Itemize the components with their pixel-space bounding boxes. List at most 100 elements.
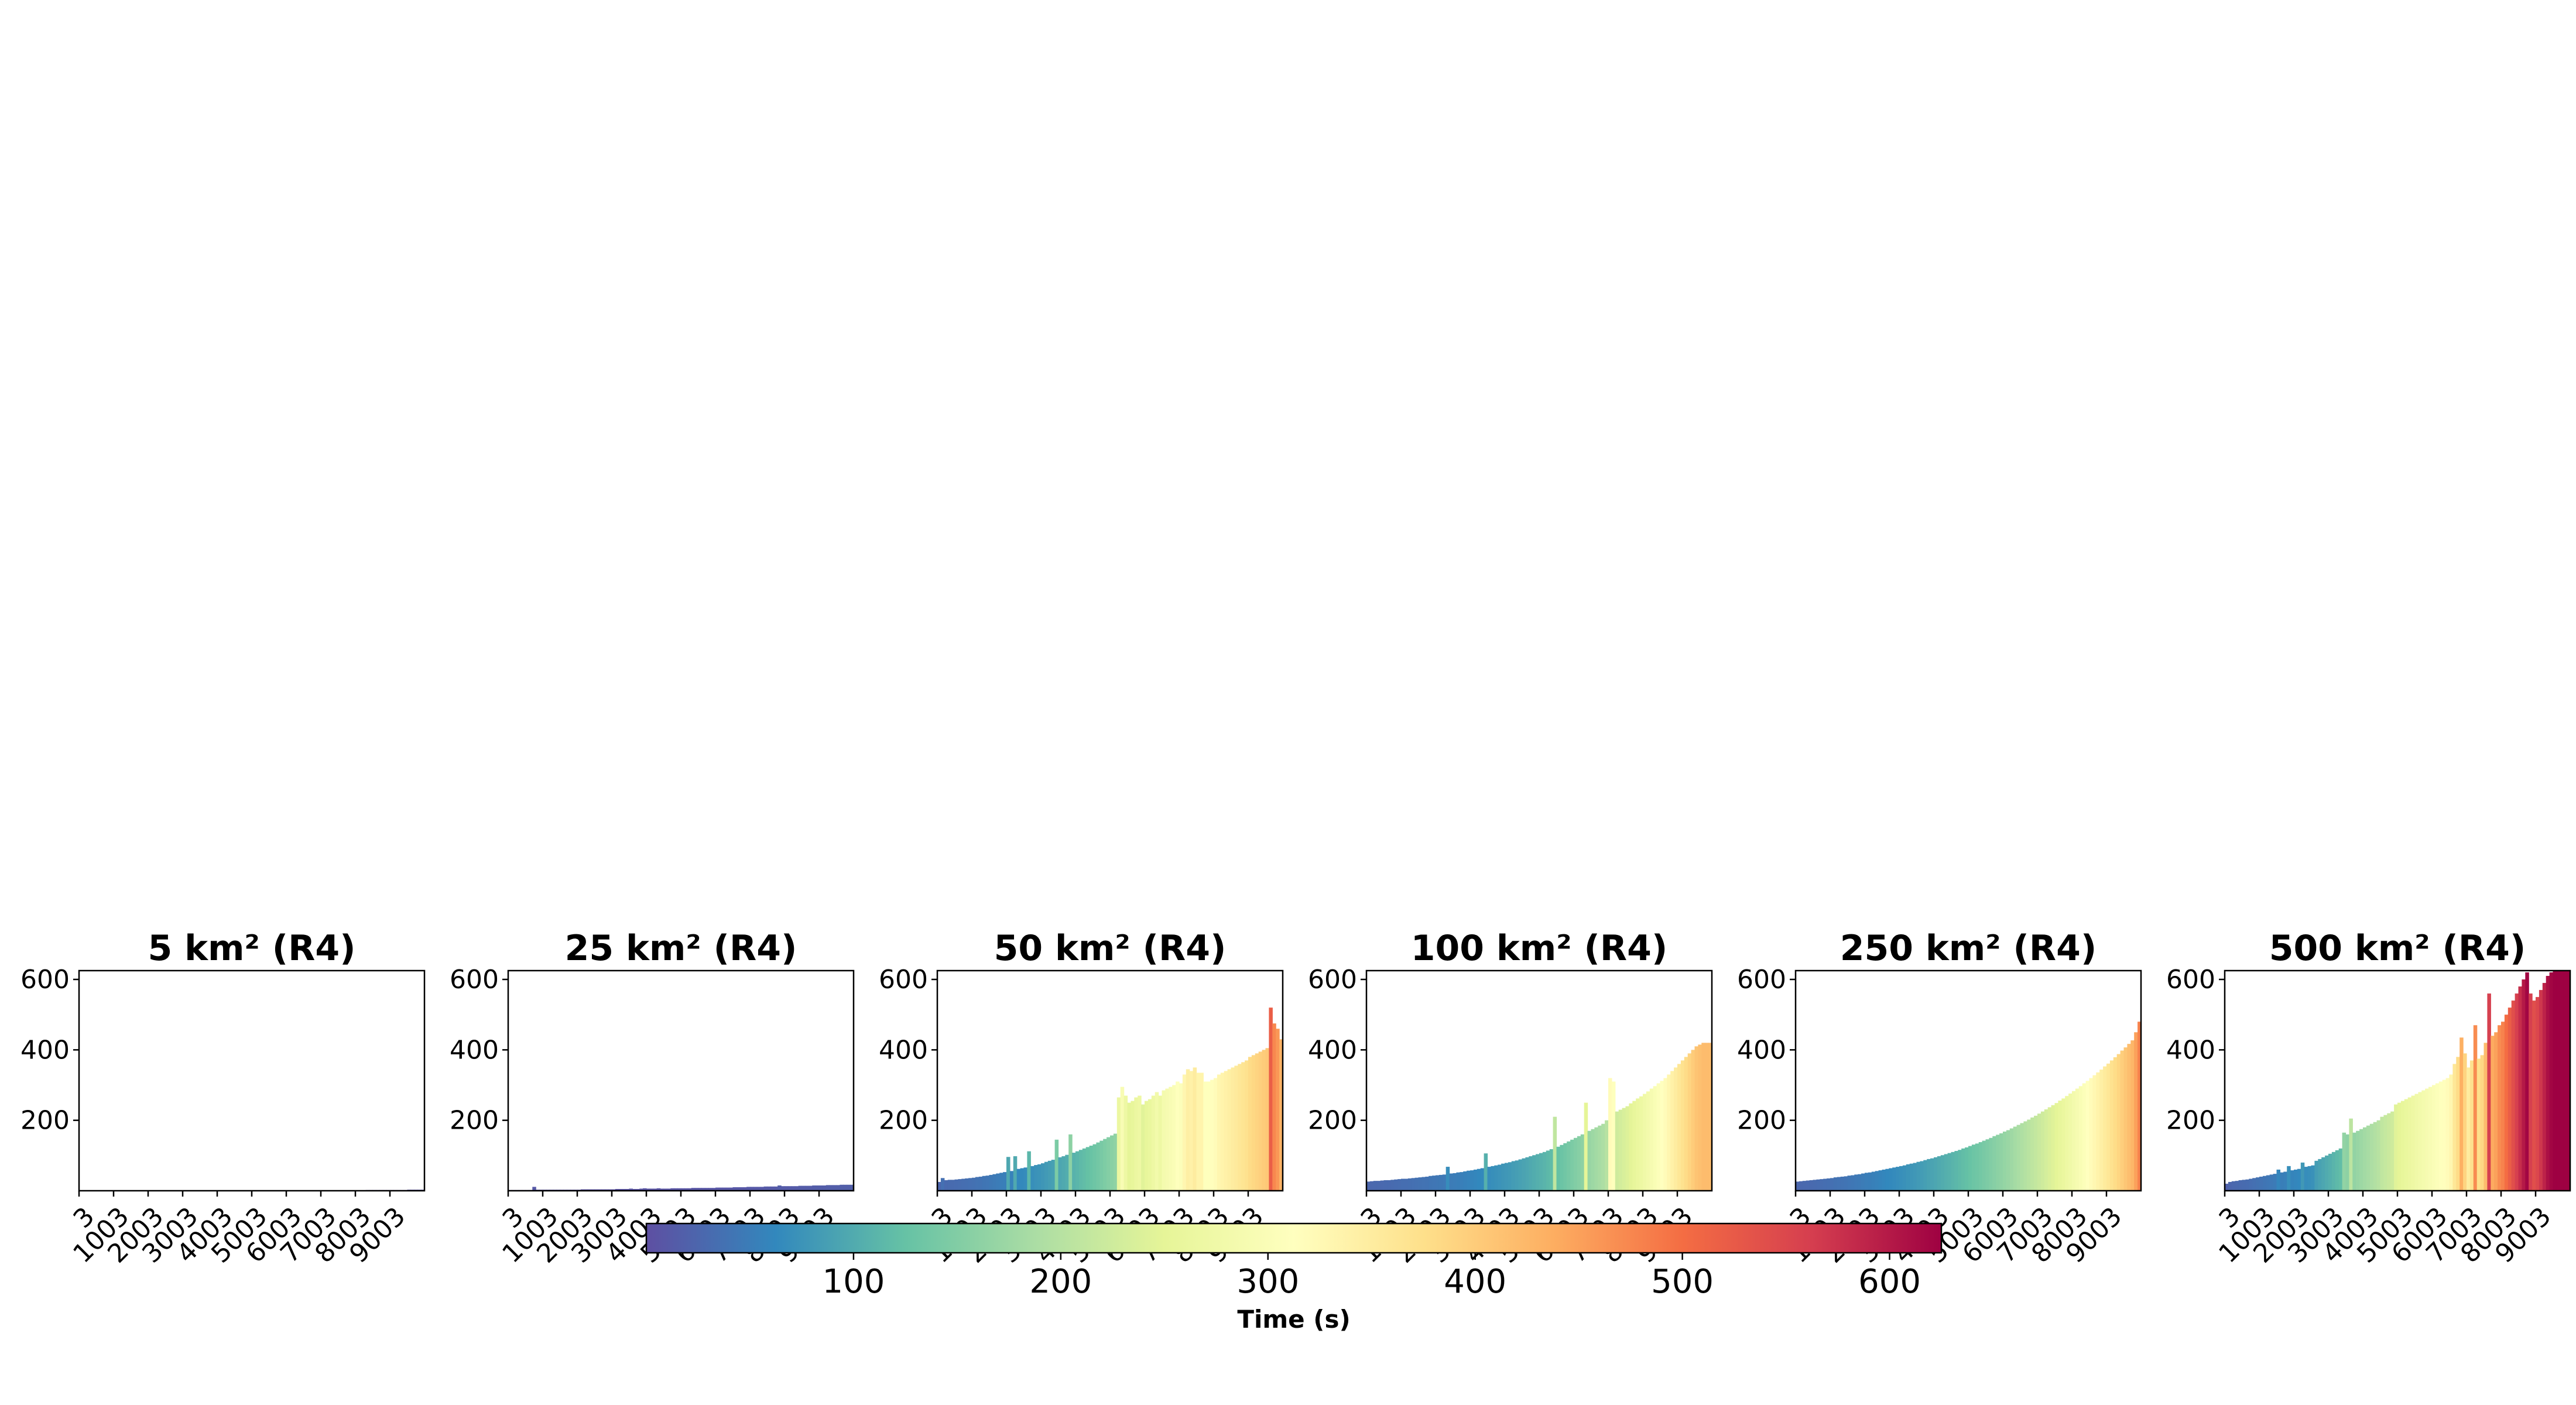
bar	[1978, 1142, 1983, 1191]
bar	[732, 1187, 737, 1191]
bar	[677, 1188, 681, 1191]
bar	[2476, 1058, 2481, 1191]
bar	[809, 1185, 813, 1191]
bar	[787, 1186, 792, 1191]
bar	[1598, 1125, 1602, 1191]
bar	[715, 1187, 720, 1191]
bar	[1563, 1143, 1567, 1191]
bar	[2501, 1022, 2505, 1191]
bar	[1075, 1151, 1080, 1191]
bar	[712, 1188, 716, 1191]
bar	[743, 1187, 747, 1191]
bar	[1498, 1164, 1502, 1191]
bar	[1245, 1060, 1249, 1191]
bar	[1968, 1146, 1972, 1191]
y-tick-label: 200	[450, 1106, 499, 1136]
bar	[1837, 1177, 1841, 1191]
bar	[1123, 1095, 1128, 1191]
bar	[1532, 1155, 1536, 1191]
bar	[1003, 1172, 1007, 1191]
bar	[684, 1188, 688, 1191]
bar	[798, 1185, 803, 1191]
bar	[2369, 1123, 2374, 1191]
bar	[1251, 1055, 1256, 1191]
bar	[1996, 1135, 2000, 1191]
bar	[1868, 1172, 1872, 1191]
bar	[760, 1187, 765, 1191]
bar	[736, 1187, 740, 1191]
bar	[999, 1173, 1003, 1191]
bar	[1605, 1120, 1609, 1191]
bar	[1272, 1023, 1276, 1191]
bar	[1625, 1106, 1629, 1191]
bar	[1913, 1163, 1917, 1191]
bar	[691, 1188, 696, 1191]
bar	[725, 1187, 730, 1191]
bar	[615, 1188, 619, 1191]
bar	[1369, 1181, 1374, 1191]
bar	[1463, 1171, 1467, 1191]
bar	[2231, 1181, 2236, 1191]
bar	[1196, 1072, 1200, 1191]
bar	[2307, 1166, 2312, 1191]
bar	[2349, 1118, 2353, 1191]
bar	[1674, 1067, 1678, 1191]
bar	[2238, 1180, 2243, 1191]
colorbar-tick-label: 400	[1444, 1263, 1506, 1301]
bar	[1103, 1139, 1107, 1191]
bar	[961, 1178, 965, 1191]
bar	[2242, 1180, 2246, 1191]
bar	[1182, 1074, 1187, 1191]
panel-title: 50 km² (R4)	[994, 928, 1227, 969]
bar	[2442, 1080, 2447, 1191]
bar	[2072, 1091, 2076, 1191]
bar	[1999, 1133, 2003, 1191]
bar	[1258, 1051, 1263, 1191]
bar	[1131, 1101, 1135, 1191]
bar	[1034, 1165, 1038, 1191]
bar	[1858, 1174, 1862, 1191]
bar	[982, 1176, 986, 1191]
y-tick-label: 600	[1737, 965, 1786, 995]
bar	[767, 1186, 771, 1191]
bar	[1009, 1171, 1014, 1191]
bar	[1487, 1167, 1491, 1191]
bar	[1875, 1171, 1879, 1191]
bar	[825, 1185, 830, 1191]
bar	[1882, 1169, 1886, 1191]
bar	[1141, 1104, 1145, 1191]
y-tick-label: 600	[1308, 965, 1357, 995]
bar	[1155, 1092, 1159, 1191]
bar	[681, 1188, 685, 1191]
bar	[1854, 1174, 1858, 1191]
bar	[643, 1188, 647, 1191]
bar	[2560, 971, 2564, 1191]
bar	[1092, 1144, 1097, 1191]
bar	[1549, 1149, 1554, 1191]
bar	[639, 1188, 643, 1191]
y-tick-label: 400	[1308, 1035, 1357, 1065]
bar	[2023, 1121, 2027, 1191]
bar	[1425, 1176, 1429, 1191]
bar	[2318, 1159, 2322, 1191]
bar	[1414, 1177, 1419, 1191]
bar	[958, 1179, 962, 1191]
bar	[1068, 1134, 1073, 1191]
bar	[785, 1186, 789, 1191]
bar	[2099, 1070, 2104, 1191]
bar	[2085, 1081, 2090, 1191]
bar	[2120, 1050, 2125, 1191]
bar	[1632, 1101, 1636, 1191]
bar	[2522, 979, 2526, 1191]
bar	[1480, 1168, 1485, 1191]
bar	[770, 1186, 775, 1191]
bar	[2536, 997, 2540, 1191]
bar	[2006, 1130, 2010, 1191]
bar	[1072, 1153, 1076, 1191]
bar	[2421, 1090, 2426, 1191]
bar	[2283, 1171, 2287, 1191]
bar	[1107, 1137, 1111, 1191]
bar	[694, 1188, 699, 1191]
bar	[1436, 1175, 1440, 1191]
bar	[819, 1185, 823, 1191]
